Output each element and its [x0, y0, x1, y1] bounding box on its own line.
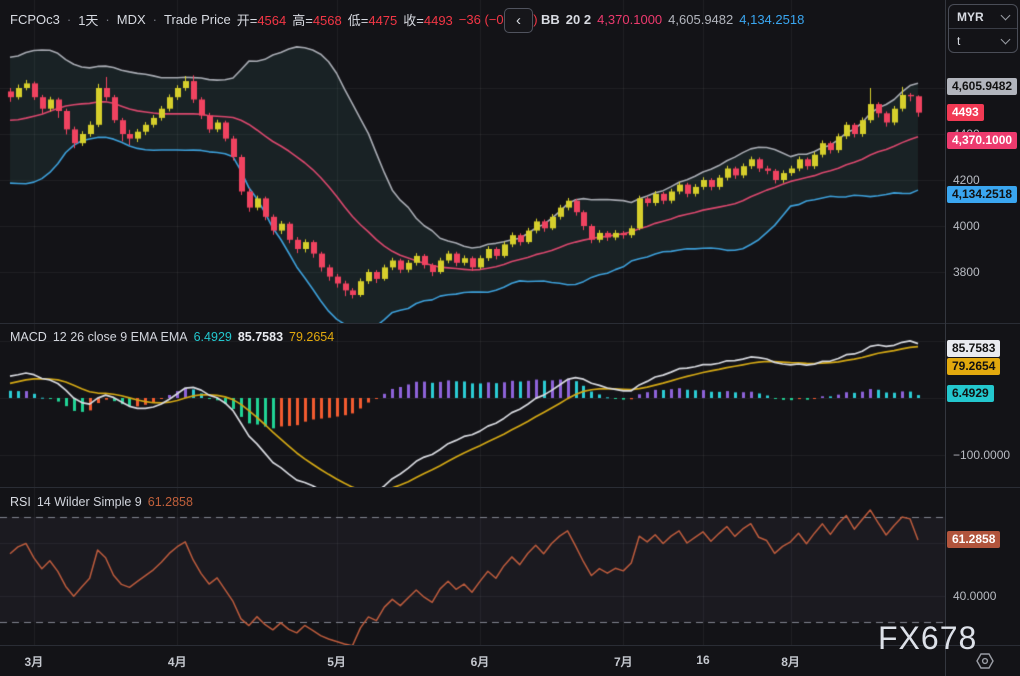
chevron-down-icon — [1000, 34, 1011, 44]
macd-line-value: 85.7583 — [237, 330, 284, 344]
back-button[interactable]: ‹ — [504, 8, 533, 33]
time-axis-label: 5月 — [327, 655, 346, 669]
axis-value-badge: 79.2654 — [947, 358, 1001, 376]
time-axis-label: 3月 — [24, 655, 44, 669]
time-axis-label: 6月 — [470, 655, 490, 669]
symbol-name: FCPOc3 — [10, 12, 60, 27]
rsi-pane-canvas[interactable] — [0, 487, 946, 645]
time-axis-label: 7月 — [613, 655, 633, 669]
time-axis[interactable]: 3月 4月 5月 6月 7月 16 8月 — [0, 645, 1020, 676]
axis-tick-label: 4000 — [953, 219, 980, 233]
timezone-settings-icon[interactable] — [974, 650, 996, 676]
price-type-label: Trade Price — [164, 12, 231, 27]
time-axis-label: 8月 — [781, 655, 800, 669]
axis-tick-label: 40.0000 — [953, 588, 997, 603]
rsi-params: 14 Wilder Simple 9 — [36, 495, 142, 509]
chevron-down-icon — [1000, 10, 1011, 20]
currency-value: MYR — [957, 9, 984, 24]
price-axis[interactable]: 46004400420040003800−100.000040.00004,60… — [946, 0, 1020, 645]
bb-title: BB — [541, 12, 560, 27]
axis-value-badge: 4,370.1000 — [947, 131, 1018, 149]
time-axis-label: 16 — [696, 653, 710, 667]
macd-hist-value: 6.4929 — [193, 330, 232, 344]
currency-selector[interactable]: MYR — [949, 5, 1017, 28]
unit-value: t — [957, 33, 961, 48]
macd-params: 12 26 close 9 EMA EMA — [52, 330, 188, 344]
ohlc-high: 高=4568 — [292, 13, 342, 28]
axis-value-badge: 4,134.2518 — [947, 186, 1018, 204]
axis-tick-label: −100.0000 — [953, 448, 1011, 462]
bb-lower-value: 4,134.2518 — [739, 12, 805, 27]
price-pane-canvas[interactable] — [0, 0, 946, 323]
axis-value-badge: 4493 — [947, 103, 984, 121]
legend-separator: · — [152, 12, 157, 27]
bb-basis-value: 4,370.1000 — [597, 12, 663, 27]
legend-separator: · — [66, 12, 72, 27]
axis-tick-label: 3800 — [953, 265, 980, 279]
unit-selector[interactable]: t — [949, 28, 1017, 52]
rsi-value: 61.2858 — [147, 495, 193, 509]
macd-legend[interactable]: MACD 12 26 close 9 EMA EMA 6.4929 85.758… — [10, 330, 334, 344]
exchange-label: MDX — [116, 12, 146, 27]
ohlc-open: 开=4564 — [236, 13, 287, 28]
axis-value-badge: 61.2858 — [947, 530, 1001, 548]
pane-divider[interactable] — [0, 487, 1020, 488]
pane-divider[interactable] — [0, 323, 1020, 324]
rsi-title: RSI — [10, 495, 31, 509]
legend-separator: · — [105, 12, 110, 27]
symbol-legend[interactable]: FCPOc3 · 1天 · MDX · Trade Price 开=4564 高… — [10, 10, 538, 29]
axis-value-badge: 85.7583 — [947, 340, 1001, 358]
macd-signal-value: 79.2654 — [289, 330, 335, 344]
currency-unit-selector: MYR t — [948, 4, 1018, 53]
axis-value-badge: 6.4929 — [947, 385, 994, 403]
ohlc-low: 低=4475 — [347, 13, 398, 28]
bb-legend[interactable]: BB 20 2 4,370.1000 4,605.9482 4,134.2518 — [541, 12, 804, 27]
time-axis-divider — [0, 645, 1020, 646]
rsi-legend[interactable]: RSI 14 Wilder Simple 9 61.2858 — [10, 495, 193, 509]
axis-value-badge: 4,605.9482 — [947, 77, 1018, 95]
price-axis-divider — [945, 0, 946, 676]
chevron-left-icon: ‹ — [516, 12, 521, 29]
ohlc-close: 收=4493 — [403, 13, 453, 28]
macd-pane-canvas[interactable] — [0, 323, 946, 487]
time-axis-label: 4月 — [167, 655, 187, 669]
axis-tick-label: 4200 — [953, 173, 980, 187]
bb-params: 20 2 — [565, 12, 592, 27]
bb-upper-value: 4,605.9482 — [668, 12, 734, 27]
macd-title: MACD — [10, 330, 47, 344]
interval-label: 1天 — [78, 13, 99, 28]
